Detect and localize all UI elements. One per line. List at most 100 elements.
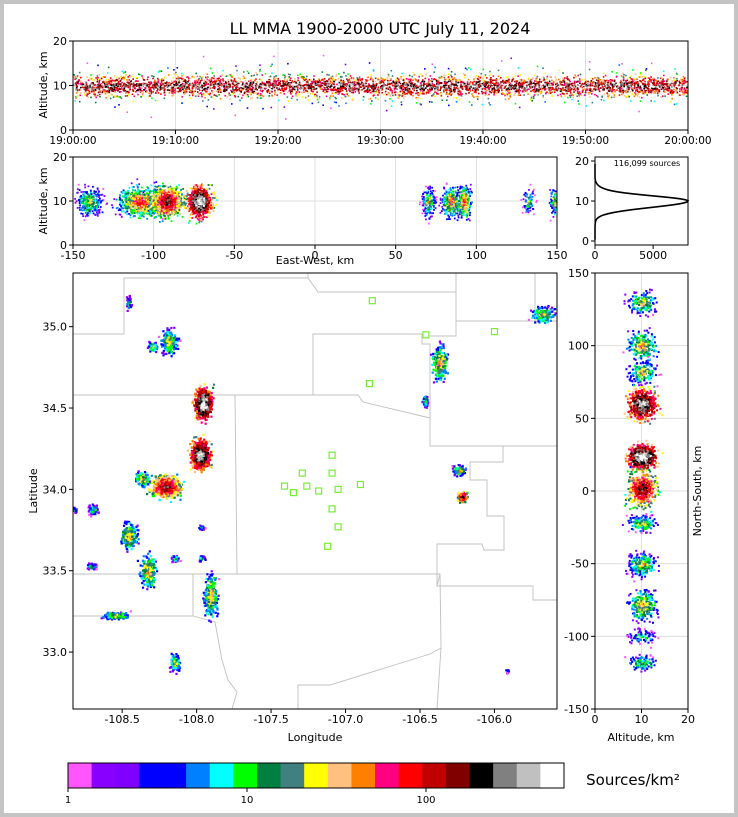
- source-pixel: [648, 83, 650, 85]
- source-pixel: [555, 83, 557, 86]
- source-pixel: [111, 80, 113, 82]
- source-pixel: [201, 89, 204, 92]
- source-pixel: [611, 85, 614, 88]
- source-pixel: [129, 86, 131, 88]
- source-pixel: [403, 86, 406, 89]
- source-pixel: [458, 94, 460, 97]
- source-pixel: [332, 77, 334, 79]
- source-pixel: [336, 92, 339, 94]
- source-pixel: [505, 90, 507, 93]
- source-pixel: [128, 213, 130, 215]
- source-pixel: [490, 77, 492, 79]
- source-pixel: [268, 84, 270, 86]
- source-pixel: [281, 88, 283, 91]
- source-pixel: [91, 86, 94, 88]
- source-pixel: [295, 94, 298, 97]
- source-pixel: [327, 85, 330, 88]
- source-pixel: [98, 82, 100, 85]
- source-pixel: [313, 85, 316, 88]
- source-pixel: [138, 83, 140, 85]
- source-pixel: [463, 84, 465, 86]
- source-pixel: [243, 71, 245, 73]
- source-pixel: [207, 76, 209, 78]
- source-pixel: [637, 91, 640, 93]
- source-pixel: [549, 76, 552, 78]
- source-pixel: [366, 91, 369, 94]
- source-pixel: [212, 83, 215, 86]
- source-pixel: [144, 210, 147, 212]
- source-pixel: [322, 80, 325, 82]
- source-pixel: [121, 78, 123, 80]
- source-pixel: [172, 94, 174, 97]
- source-pixel: [621, 63, 623, 65]
- source-pixel: [456, 79, 459, 82]
- source-pixel: [173, 73, 176, 75]
- source-pixel: [642, 79, 644, 82]
- source-pixel: [106, 82, 108, 84]
- source-pixel: [568, 87, 571, 89]
- source-pixel: [113, 75, 116, 77]
- source-pixel: [80, 85, 82, 87]
- source-pixel: [613, 79, 616, 82]
- source-pixel: [140, 186, 143, 189]
- source-pixel: [96, 195, 98, 198]
- source-pixel: [623, 74, 625, 76]
- source-pixel: [83, 91, 86, 94]
- source-pixel: [482, 78, 484, 80]
- source-pixel: [89, 212, 91, 215]
- source-pixel: [201, 86, 204, 89]
- source-pixel: [326, 73, 329, 76]
- source-pixel: [153, 201, 156, 203]
- source-pixel: [161, 78, 164, 80]
- source-pixel: [342, 82, 345, 84]
- source-pixel: [527, 77, 530, 80]
- source-pixel: [656, 88, 658, 91]
- source-pixel: [458, 90, 461, 92]
- source-pixel: [323, 78, 326, 80]
- source-pixel: [503, 79, 506, 82]
- source-pixel: [505, 79, 508, 82]
- source-pixel: [509, 86, 511, 89]
- source-pixel: [504, 94, 506, 97]
- source-pixel: [607, 94, 609, 97]
- source-pixel: [625, 86, 628, 88]
- source-pixel: [609, 86, 611, 89]
- source-pixel: [391, 91, 394, 94]
- source-pixel: [329, 98, 331, 101]
- source-pixel: [267, 89, 270, 91]
- source-pixel: [497, 75, 500, 78]
- source-pixel: [185, 90, 188, 93]
- source-pixel: [97, 91, 100, 94]
- source-pixel: [148, 88, 150, 90]
- source-pixel: [99, 206, 102, 208]
- source-pixel: [159, 70, 161, 72]
- source-pixel: [625, 81, 627, 84]
- source-pixel: [326, 90, 328, 93]
- source-pixel: [310, 87, 312, 89]
- source-pixel: [520, 79, 523, 81]
- source-pixel: [139, 90, 141, 93]
- source-pixel: [140, 199, 143, 201]
- source-pixel: [341, 87, 343, 90]
- source-pixel: [197, 84, 200, 87]
- source-pixel: [275, 77, 277, 80]
- source-pixel: [316, 98, 319, 101]
- source-pixel: [471, 83, 474, 85]
- source-pixel: [540, 92, 542, 95]
- source-pixel: [608, 90, 611, 92]
- source-pixel: [542, 67, 544, 69]
- source-pixel: [164, 82, 167, 85]
- source-pixel: [517, 66, 520, 69]
- source-pixel: [215, 81, 217, 83]
- source-pixel: [259, 70, 261, 73]
- source-pixel: [475, 81, 478, 83]
- source-pixel: [390, 89, 392, 92]
- source-pixel: [392, 84, 394, 87]
- source-pixel: [354, 87, 356, 89]
- source-pixel: [74, 78, 76, 80]
- source-pixel: [159, 87, 161, 89]
- source-pixel: [230, 89, 232, 92]
- source-pixel: [244, 91, 246, 94]
- source-pixel: [627, 95, 629, 97]
- source-pixel: [433, 93, 435, 95]
